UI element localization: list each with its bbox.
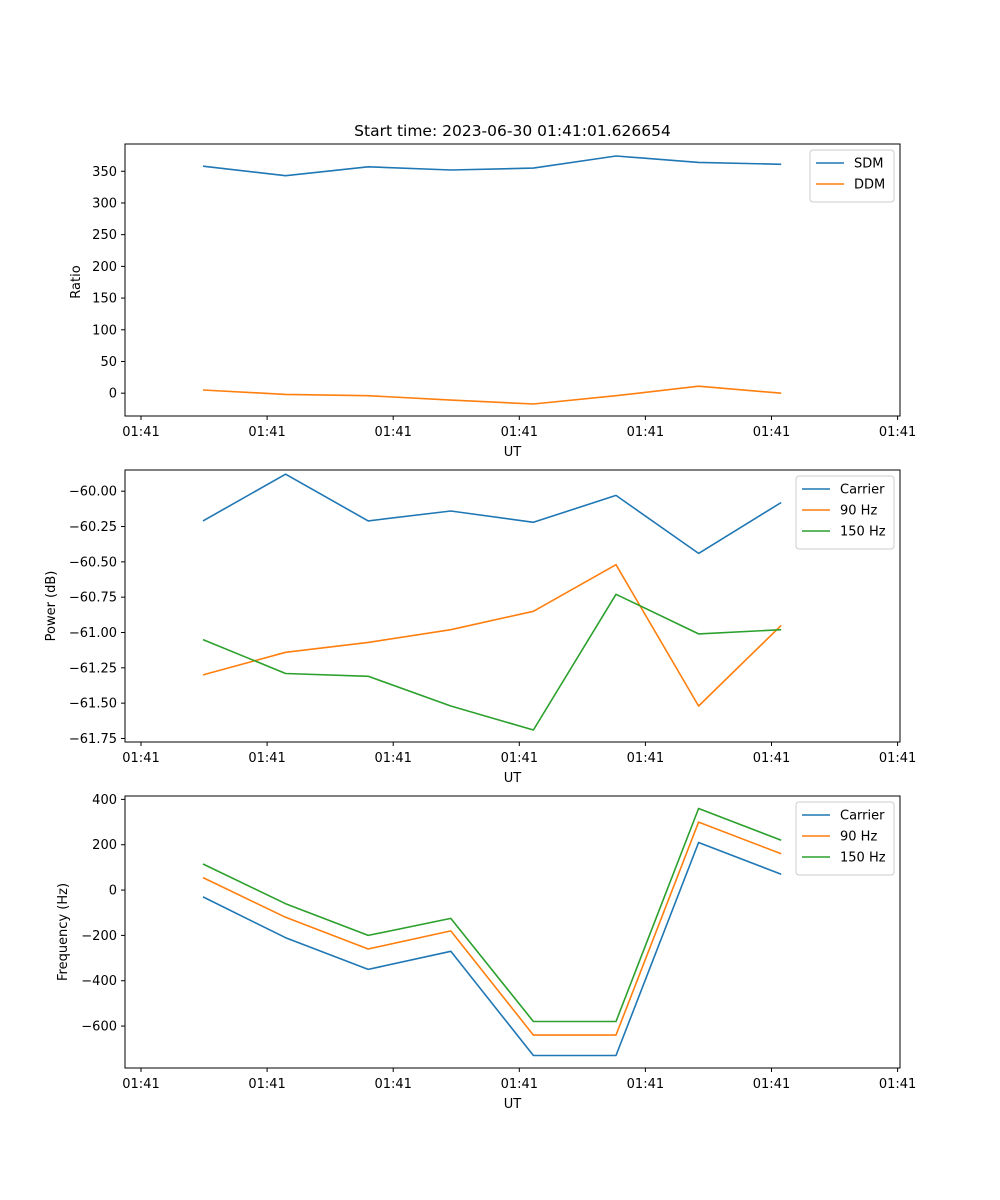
panel-power: 01:4101:4101:4101:4101:4101:4101:4101:42…	[44, 469, 916, 786]
y-axis-label: Ratio	[69, 265, 84, 298]
legend: SDM DDM	[809, 149, 895, 203]
series-line-carrier	[202, 841, 782, 1057]
chart-title: Start time: 2023-06-30 01:41:01.626654	[354, 122, 671, 140]
y-tick-label: −61.00	[69, 626, 117, 641]
series-line-150-hz	[202, 807, 782, 1023]
x-tick-label: 01:41	[248, 425, 285, 440]
y-tick-label: −200	[81, 929, 117, 944]
axes-frame	[124, 143, 901, 417]
series-line-90-hz	[202, 821, 782, 1036]
legend-label-150-hz: 150 Hz	[840, 525, 886, 540]
series-line-sdm	[202, 155, 782, 177]
x-tick-label: 01:41	[122, 751, 159, 766]
y-tick-label: −60.75	[69, 591, 117, 606]
x-tick-label: 01:41	[501, 751, 538, 766]
y-tick-label: −60.50	[69, 555, 117, 570]
x-tick-label: 01:41	[879, 1077, 916, 1092]
y-tick-label: 350	[92, 165, 117, 180]
legend: Carrier 90 Hz 150 Hz	[795, 801, 895, 876]
x-tick-label: 01:41	[248, 751, 285, 766]
series-line-90-hz	[202, 563, 782, 707]
series-line-150-hz	[202, 593, 782, 731]
y-tick-label: 150	[92, 292, 117, 307]
series-lines	[202, 155, 782, 405]
legend-label-150-hz: 150 Hz	[840, 851, 886, 866]
series-line-carrier	[202, 473, 782, 555]
x-tick-label: 01:41	[501, 1077, 538, 1092]
x-axis-label: UT	[504, 445, 522, 460]
series-line-ddm	[202, 385, 782, 405]
x-axis-label: UT	[504, 771, 522, 786]
legend-label-90-hz: 90 Hz	[840, 830, 877, 845]
y-tick-label: 200	[92, 260, 117, 275]
x-tick-label: 01:41	[501, 425, 538, 440]
y-tick-label: 50	[100, 355, 117, 370]
x-tick-label: 01:41	[627, 751, 664, 766]
y-tick-label: −60.25	[69, 520, 117, 535]
y-tick-label: 400	[92, 793, 117, 808]
y-tick-label: 0	[109, 387, 117, 402]
axes-frame	[124, 795, 901, 1069]
x-tick-label: 01:41	[248, 1077, 285, 1092]
x-tick-label: 01:41	[879, 751, 916, 766]
series-lines	[202, 473, 782, 731]
x-tick-label: 01:41	[879, 425, 916, 440]
legend-label-carrier: Carrier	[840, 809, 885, 824]
y-ticks: 0 50 100 150 200 250 300 350	[92, 165, 125, 402]
series-lines	[202, 807, 782, 1057]
legend: Carrier 90 Hz 150 Hz	[795, 475, 895, 550]
y-tick-label: 100	[92, 323, 117, 338]
x-tick-label: 01:41	[374, 425, 411, 440]
y-tick-label: −61.25	[69, 661, 117, 676]
legend-label-carrier: Carrier	[840, 483, 885, 498]
y-axis-label: Power (dB)	[44, 571, 59, 642]
x-axis-label: UT	[504, 1097, 522, 1112]
y-tick-label: −400	[81, 974, 117, 989]
x-tick-label: 01:41	[122, 1077, 159, 1092]
legend-label-90-hz: 90 Hz	[840, 504, 877, 519]
panel-frequency: 01:4101:4101:4101:4101:4101:4101:4101:42…	[56, 793, 916, 1112]
x-tick-label: 01:41	[627, 425, 664, 440]
legend-label-sdm: SDM	[854, 157, 883, 172]
x-tick-label: 01:41	[122, 425, 159, 440]
y-ticks: −61.75 −61.50 −61.25 −61.00 −60.75 −60.50 −60.…	[69, 485, 125, 747]
x-tick-label: 01:41	[753, 1077, 790, 1092]
y-tick-label: −61.50	[69, 697, 117, 712]
x-tick-label: 01:41	[753, 751, 790, 766]
y-tick-label: −60.00	[69, 485, 117, 500]
y-tick-label: −600	[81, 1020, 117, 1035]
x-tick-label: 01:41	[374, 751, 411, 766]
panel-ratio: Start time: 2023-06-30 01:41:01.626654 0…	[69, 122, 916, 460]
y-axis-label: Frequency (Hz)	[56, 883, 71, 981]
x-tick-label: 01:41	[627, 1077, 664, 1092]
x-tick-label: 01:41	[753, 425, 790, 440]
y-tick-label: 200	[92, 838, 117, 853]
legend-label-ddm: DDM	[854, 178, 885, 193]
y-tick-label: −61.75	[69, 732, 117, 747]
axes-frame	[124, 469, 901, 743]
y-ticks: −600 −400 −200 0 200 400	[81, 793, 125, 1035]
y-tick-label: 250	[92, 228, 117, 243]
y-tick-label: 300	[92, 196, 117, 211]
y-tick-label: 0	[109, 884, 117, 899]
x-tick-label: 01:41	[374, 1077, 411, 1092]
